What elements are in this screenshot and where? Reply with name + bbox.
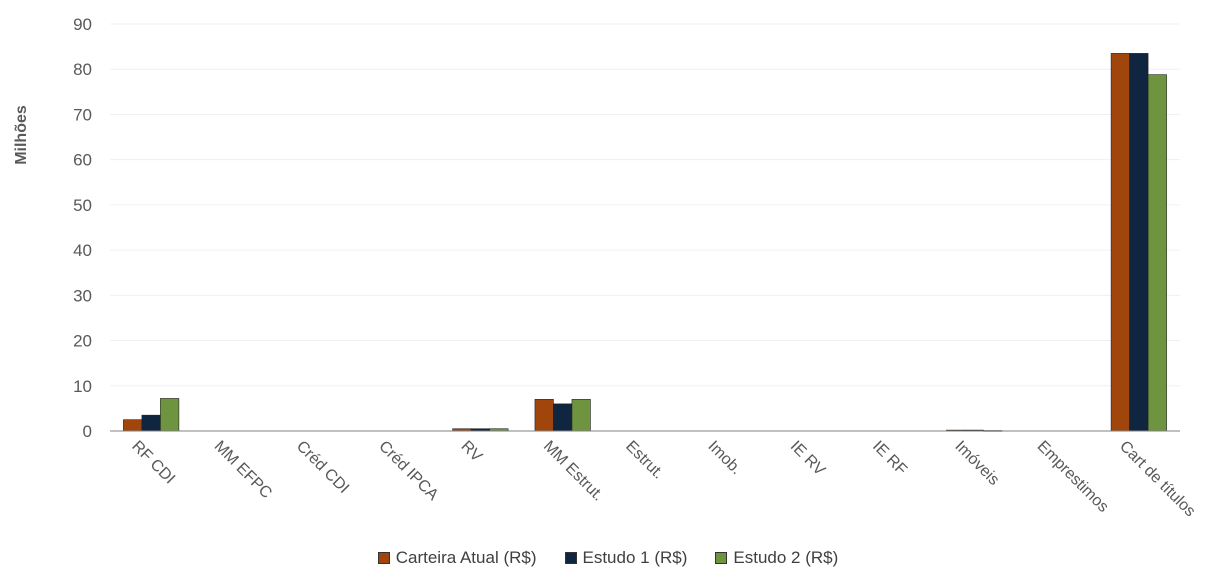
legend-swatch (377, 552, 390, 564)
x-category-label: IE RF (869, 438, 910, 479)
bar-chart: 0 10 20 30 40 50 60 70 80 90 Milhões RF CDI MM EFP… (13, 15, 1198, 520)
y-tick-label: 90 (73, 15, 92, 34)
y-tick-label: 10 (73, 377, 92, 396)
x-category-label: RV (458, 438, 486, 466)
y-tick-label: 20 (73, 332, 92, 351)
bar-mm-estrut--series-3 (571, 399, 591, 432)
legend-label: Estudo 2 (R$) (733, 548, 839, 567)
y-tick-label: 30 (73, 286, 92, 305)
bar-cart-de-t-tulos-series-2 (1129, 53, 1149, 432)
bar-rf-cdi-series-3 (160, 398, 180, 432)
bar-mm-estrut--series-1 (534, 399, 554, 432)
bar-rf-cdi-series-1 (123, 419, 143, 432)
bar-mm-estrut--series-2 (553, 403, 573, 432)
x-category-label: RF CDI (128, 438, 178, 488)
x-category-label: Emprestimos (1034, 438, 1112, 516)
x-category-label: IE RV (787, 438, 829, 480)
x-category-label: Créd CDI (293, 438, 352, 497)
y-tick-label: 80 (73, 60, 92, 79)
legend-swatch (715, 552, 728, 564)
x-category-label: MM EFPC (211, 438, 275, 502)
legend-label: Carteira Atual (R$) (395, 548, 537, 567)
y-axis-ticks: 0 10 20 30 40 50 60 70 80 90 (73, 15, 92, 441)
y-tick-label: 60 (73, 151, 92, 170)
x-category-label: MM Estrut. (540, 438, 607, 505)
x-category-label: Imóveis (951, 438, 1002, 489)
x-category-label: Créd IPCA (375, 438, 441, 504)
x-category-label: Cart de títulos (1116, 438, 1198, 520)
bar-cart-de-t-tulos-series-3 (1147, 74, 1167, 432)
y-tick-label: 0 (83, 422, 92, 441)
x-category-label: Estrut. (622, 438, 667, 483)
y-tick-label: 50 (73, 196, 92, 215)
bar-cart-de-t-tulos-series-1 (1110, 53, 1130, 432)
legend-label: Estudo 1 (R$) (582, 548, 688, 567)
legend-item: Estudo 1 (R$) (564, 548, 688, 568)
legend-swatch (564, 552, 577, 564)
bars (123, 53, 1167, 432)
bar-rf-cdi-series-2 (141, 414, 161, 432)
gridlines (110, 23, 1180, 387)
y-tick-label: 40 (73, 241, 92, 260)
y-axis-label: Milhões (13, 105, 30, 165)
y-tick-label: 70 (73, 105, 92, 124)
legend-item: Estudo 2 (R$) (715, 548, 838, 568)
x-axis-category-labels: RF CDI MM EFPC Créd CDI Créd IPCA RV MM Estru… (128, 438, 1198, 520)
legend: Carteira Atual (R$) Estudo 1 (R$) Estudo 2… (0, 548, 1216, 568)
x-category-label: Imob. (704, 438, 744, 478)
legend-item: Carteira Atual (R$) (377, 548, 537, 568)
